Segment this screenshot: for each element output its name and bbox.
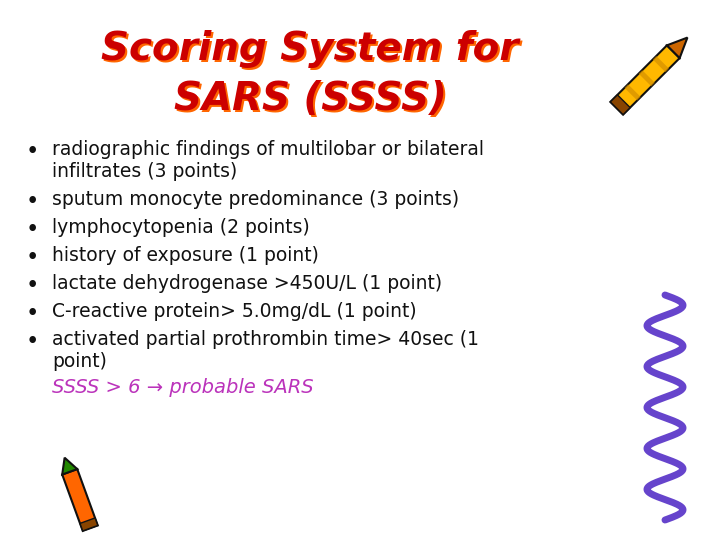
Text: •: • [25,190,39,213]
Polygon shape [624,84,641,100]
Text: C-reactive protein> 5.0mg/dL (1 point): C-reactive protein> 5.0mg/dL (1 point) [52,302,417,321]
Text: SARS (SSSS): SARS (SSSS) [174,80,446,118]
Polygon shape [62,458,77,475]
Text: activated partial prothrombin time> 40sec (1: activated partial prothrombin time> 40se… [52,330,479,349]
Text: •: • [25,246,39,269]
Text: infiltrates (3 points): infiltrates (3 points) [52,162,238,181]
Text: SSSS > 6 → probable SARS: SSSS > 6 → probable SARS [52,378,314,397]
Polygon shape [611,95,630,114]
Text: •: • [25,218,39,241]
Text: point): point) [52,352,107,371]
Polygon shape [611,45,680,114]
Text: history of exposure (1 point): history of exposure (1 point) [52,246,319,265]
Polygon shape [62,469,98,531]
Text: lymphocytopenia (2 points): lymphocytopenia (2 points) [52,218,310,237]
Text: •: • [25,302,39,325]
Text: •: • [25,140,39,163]
Text: Scoring System for: Scoring System for [103,32,521,70]
Text: radiographic findings of multilobar or bilateral: radiographic findings of multilobar or b… [52,140,484,159]
Text: SARS (SSSS): SARS (SSSS) [176,82,449,120]
Text: Scoring System for: Scoring System for [102,30,518,68]
Polygon shape [80,518,98,531]
Polygon shape [653,56,669,72]
Text: sputum monocyte predominance (3 points): sputum monocyte predominance (3 points) [52,190,459,209]
Text: •: • [25,330,39,353]
Polygon shape [639,70,655,86]
Polygon shape [667,38,688,58]
Text: •: • [25,274,39,297]
Text: lactate dehydrogenase >450U/L (1 point): lactate dehydrogenase >450U/L (1 point) [52,274,442,293]
